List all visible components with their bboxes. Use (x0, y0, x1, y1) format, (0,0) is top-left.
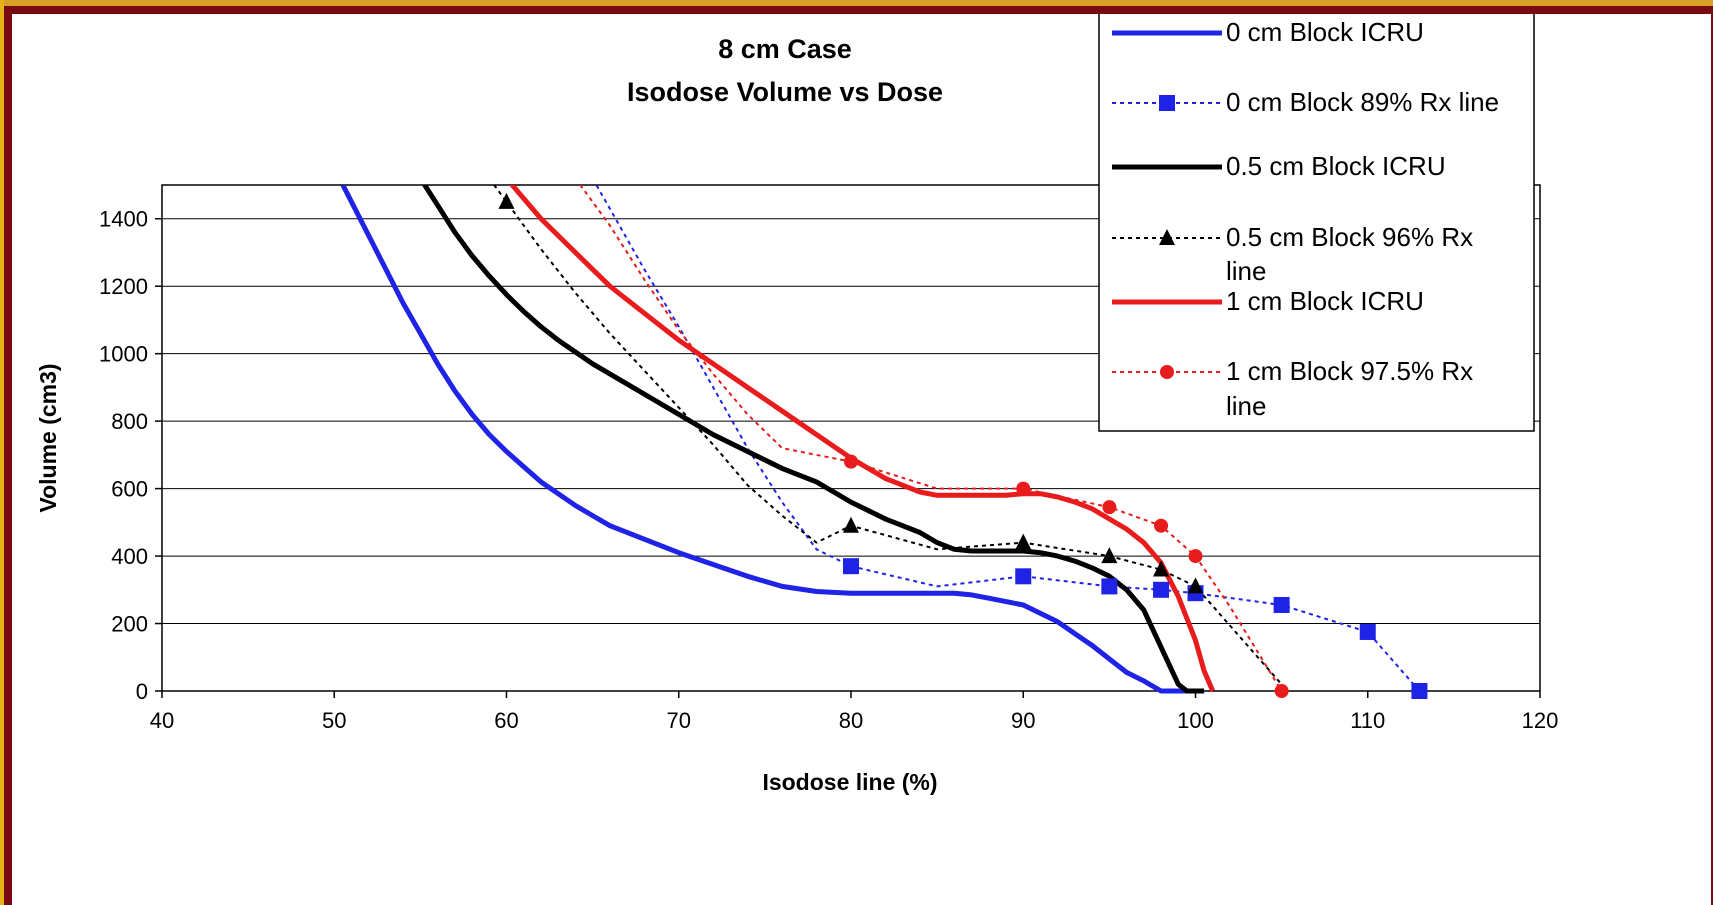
marker-group (498, 192, 1428, 699)
x-tick-label-6: 100 (1177, 708, 1214, 733)
legend-label-0: 0 cm Block ICRU (1226, 17, 1424, 47)
y-tick-label-0: 0 (136, 679, 148, 704)
series-5-marker-5 (1274, 684, 1289, 698)
x-tick-label-0: 40 (150, 708, 174, 733)
x-tick-label-4: 80 (839, 708, 863, 733)
legend-label-3: 0.5 cm Block 96% Rx line (1226, 222, 1473, 286)
legend-marker-5 (1160, 365, 1174, 379)
legend-label-5: 1 cm Block 97.5% Rx line (1226, 356, 1473, 421)
series-1-marker-3 (1153, 581, 1170, 598)
series-group (340, 185, 1421, 694)
series-1-marker-5 (1273, 596, 1290, 613)
series-3-marker-0 (498, 192, 515, 209)
series-3-marker-5 (1187, 577, 1204, 594)
x-axis-title: Isodose line (%) (762, 769, 937, 795)
y-tick-label-5: 1000 (99, 342, 148, 367)
y-tick-label-3: 600 (111, 477, 148, 502)
x-tick-label-5: 90 (1011, 708, 1035, 733)
y-tick-label-4: 800 (111, 409, 148, 434)
series-1-marker-1 (1015, 568, 1032, 585)
series-3-marker-4 (1153, 560, 1170, 577)
series-1-marker-6 (1359, 623, 1376, 640)
y-tick-label-6: 1200 (99, 274, 148, 299)
series-5-marker-2 (1102, 500, 1117, 515)
top-accent-stripe (0, 0, 1713, 6)
series-1-marker-7 (1411, 683, 1428, 699)
series-5-marker-3 (1154, 518, 1169, 533)
y-tick-label-7: 1400 (99, 207, 148, 232)
series-5-marker-1 (1016, 481, 1031, 496)
x-tick-label-3: 70 (667, 708, 691, 733)
legend: 0 cm Block ICRU 0 cm Block 89% Rx line 0.5… (1098, 14, 1535, 432)
chart-subtitle: Isodose Volume vs Dose (627, 77, 943, 107)
series-line-0 (340, 185, 1196, 694)
legend-marker-3 (1159, 229, 1175, 245)
series-line-3 (492, 185, 1283, 685)
series-3-marker-2 (1015, 533, 1032, 550)
chart-svg: 40 50 60 70 80 90 100 110 1200200400600800100012… (35, 14, 1558, 795)
y-axis-title: Volume (cm3) (35, 363, 61, 512)
series-1-marker-0 (843, 558, 859, 575)
axis-ticks: 40 50 60 70 80 90 100 110 1200200400600800100012… (99, 207, 1558, 733)
series-3-marker-1 (843, 516, 859, 533)
legend-box (1098, 14, 1535, 432)
x-tick-label-8: 120 (1522, 708, 1559, 733)
chart-title: 8 cm Case (718, 34, 852, 64)
series-line-5 (579, 185, 1283, 692)
series-3-marker-3 (1101, 547, 1118, 564)
chart-panel: 40 50 60 70 80 90 100 110 120 0 200 400 600 800 1000 12… (12, 14, 1711, 905)
series-5-marker-0 (844, 454, 858, 469)
legend-label-1: 0 cm Block 89% Rx line (1226, 87, 1499, 117)
series-1-marker-2 (1101, 578, 1118, 595)
y-tick-label-2: 400 (111, 544, 148, 569)
series-line-2 (421, 185, 1205, 694)
x-tick-label-2: 60 (494, 708, 518, 733)
left-accent-stripe (0, 0, 4, 905)
series-5-marker-4 (1188, 549, 1203, 564)
x-tick-label-7: 110 (1350, 708, 1385, 733)
y-tick-label-1: 200 (111, 612, 148, 637)
series-line-4 (508, 185, 1216, 692)
legend-marker-1 (1159, 95, 1175, 111)
legend-label-2: 0.5 cm Block ICRU (1226, 151, 1446, 181)
x-tick-label-1: 50 (322, 708, 346, 733)
grid-lines (162, 218, 1540, 625)
legend-label-4: 1 cm Block ICRU (1226, 286, 1424, 316)
